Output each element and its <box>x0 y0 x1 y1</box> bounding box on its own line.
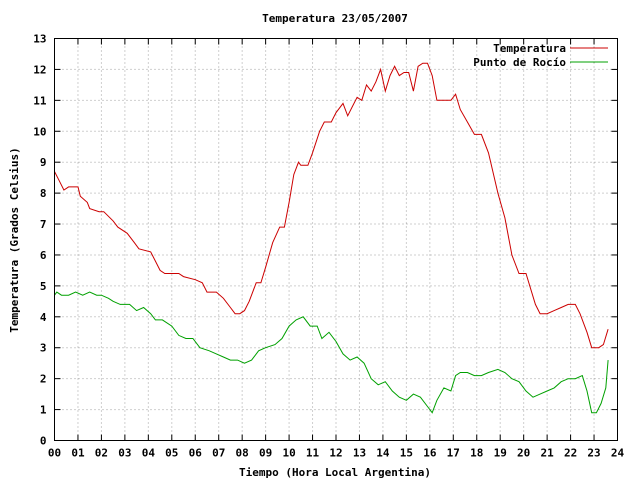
y-tick-label: 11 <box>33 94 47 107</box>
x-tick-label: 16 <box>423 447 437 460</box>
chart-title: Temperatura 23/05/2007 <box>262 12 408 25</box>
legend-label-punto-de-rocio: Punto de Rocío <box>473 56 566 69</box>
y-tick-label: 6 <box>40 249 47 262</box>
x-tick-label: 21 <box>541 447 555 460</box>
x-tick-label: 05 <box>165 447 178 460</box>
y-tick-label: 10 <box>33 125 46 138</box>
y-tick-label: 3 <box>40 342 47 355</box>
y-tick-label: 2 <box>40 373 47 386</box>
legend-label-temperatura: Temperatura <box>493 42 566 55</box>
y-tick-label: 1 <box>40 404 47 417</box>
y-tick-label: 5 <box>40 280 47 293</box>
x-tick-label: 09 <box>259 447 272 460</box>
x-tick-label: 06 <box>189 447 203 460</box>
x-tick-label: 20 <box>517 447 530 460</box>
x-tick-label: 13 <box>353 447 366 460</box>
x-tick-label: 04 <box>142 447 156 460</box>
plot-frame <box>54 38 618 441</box>
x-tick-label: 22 <box>564 447 577 460</box>
y-tick-label: 4 <box>40 311 47 324</box>
x-tick-label: 15 <box>400 447 413 460</box>
y-tick-label: 8 <box>40 187 47 200</box>
x-tick-label: 02 <box>95 447 108 460</box>
x-tick-label: 07 <box>212 447 225 460</box>
data-series <box>54 62 609 414</box>
legend: Temperatura Punto de Rocío <box>473 42 608 69</box>
x-tick-label: 12 <box>329 447 342 460</box>
x-tick-label: 10 <box>282 447 295 460</box>
y-axis-title: Temperatura (Grados Celsius) <box>8 147 21 332</box>
x-tick-label: 23 <box>587 447 600 460</box>
x-axis-title: Tiempo (Hora Local Argentina) <box>239 466 431 479</box>
x-tick-label: 18 <box>470 447 483 460</box>
axis-ticks <box>54 38 618 441</box>
x-tick-label: 01 <box>71 447 85 460</box>
x-tick-labels: 00 01 02 03 04 05 06 07 08 09 10 11 12 13 14 15 16 17 18 19… <box>48 447 625 460</box>
x-tick-label: 08 <box>236 447 249 460</box>
x-tick-label: 19 <box>494 447 507 460</box>
x-tick-label: 14 <box>376 447 390 460</box>
grid-lines <box>54 38 618 441</box>
x-tick-label: 17 <box>447 447 460 460</box>
x-tick-label: 24 <box>611 447 625 460</box>
x-tick-label: 03 <box>118 447 131 460</box>
y-tick-label: 7 <box>40 218 47 231</box>
y-tick-label: 9 <box>40 156 47 169</box>
y-tick-label: 12 <box>33 63 46 76</box>
y-tick-label: 13 <box>33 33 46 46</box>
x-tick-label: 11 <box>306 447 320 460</box>
series-line-punto-de-rocio <box>54 291 609 414</box>
series-line-temperatura <box>54 62 609 349</box>
y-tick-label: 0 <box>40 435 47 448</box>
x-tick-label: 00 <box>48 447 61 460</box>
